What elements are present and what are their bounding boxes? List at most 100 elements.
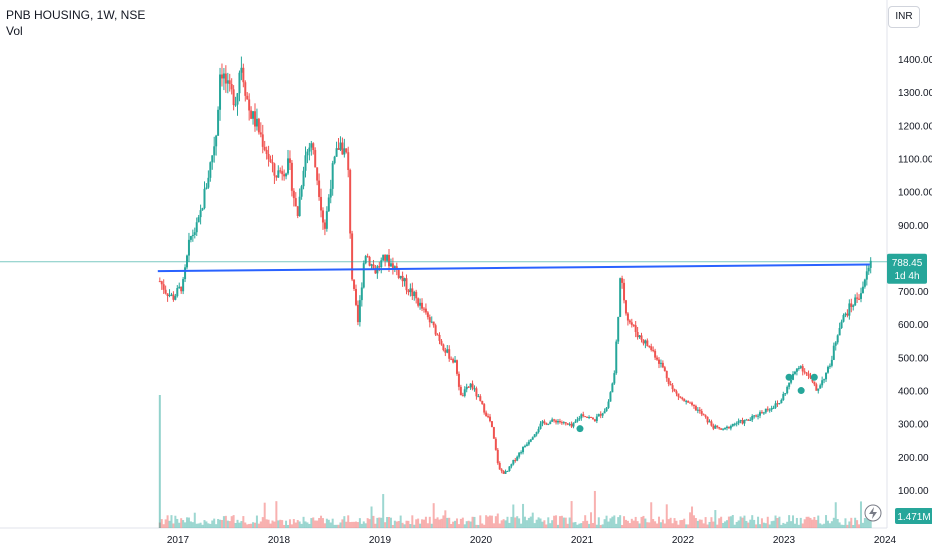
candle-body: [428, 317, 431, 323]
candle-body: [545, 422, 548, 425]
candle-body: [261, 134, 264, 147]
volume-bar: [238, 522, 241, 528]
candle-body: [743, 420, 746, 424]
candle-body: [345, 148, 348, 153]
volume-bar: [450, 523, 453, 528]
volume-bar: [617, 517, 620, 528]
candle-body: [242, 67, 245, 83]
candle-body: [687, 401, 690, 403]
volume-bar: [706, 524, 709, 528]
candle-body: [213, 146, 216, 156]
volume-bar: [591, 522, 594, 528]
volume-bar: [203, 520, 206, 528]
candle-body: [708, 421, 711, 423]
volume-bar: [366, 518, 369, 528]
candle-body: [191, 234, 194, 237]
volume-bar: [401, 522, 404, 528]
volume-bar: [646, 522, 649, 528]
candle-body: [689, 402, 692, 404]
candle-body: [770, 408, 773, 410]
volume-bar: [714, 510, 717, 528]
candle-body: [671, 385, 674, 390]
volume-bar: [531, 512, 534, 528]
volume-bar: [255, 515, 258, 528]
candle-body: [469, 383, 472, 388]
volume-bar: [586, 520, 589, 528]
volume-bar: [786, 521, 789, 528]
volume-bar: [611, 516, 614, 528]
trendline[interactable]: [157, 263, 870, 273]
currency-button[interactable]: INR: [888, 6, 920, 28]
volume-bar: [826, 520, 829, 528]
candle-body: [700, 411, 703, 415]
volume-bar: [772, 520, 775, 528]
candle-body: [867, 267, 870, 272]
candle-body: [675, 391, 678, 394]
candle-body: [487, 416, 490, 418]
volume-bar: [506, 516, 509, 528]
volume-bar: [749, 519, 752, 528]
volume-bar: [170, 515, 173, 528]
candle-body: [353, 279, 356, 289]
volume-bar: [205, 521, 208, 528]
volume-bar: [545, 524, 548, 528]
volume-bar: [793, 523, 796, 528]
y-tick-label: 500.00: [898, 353, 929, 364]
volume-bar: [292, 519, 295, 528]
candle-body: [320, 196, 323, 211]
candle-body: [370, 264, 373, 266]
volume-bar: [347, 515, 350, 528]
candle-body: [764, 408, 767, 413]
volume-bar: [848, 521, 851, 528]
volume-bar: [780, 524, 783, 528]
candle-body: [836, 335, 839, 343]
volume-tag: [895, 508, 932, 524]
candle-body: [228, 80, 231, 85]
candle-body: [257, 118, 260, 133]
volume-bar: [797, 524, 800, 528]
candle-body: [388, 254, 391, 267]
volume-bar: [603, 519, 606, 528]
candle-body: [782, 394, 785, 401]
volume-bar: [459, 518, 462, 528]
candle-body: [386, 254, 389, 261]
volume-bar: [471, 516, 474, 528]
volume-bar: [419, 523, 422, 528]
volume-bar: [421, 519, 424, 528]
candle-body: [780, 400, 783, 404]
volume-bar: [683, 518, 686, 528]
candle-body: [547, 423, 550, 425]
volume-bar: [729, 516, 732, 528]
candle-body: [795, 368, 798, 372]
candle-body: [539, 423, 542, 429]
volume-bar: [667, 519, 670, 528]
candle-body: [333, 156, 336, 164]
candle-body: [193, 232, 196, 235]
volume-indicator-label[interactable]: Vol: [6, 24, 23, 38]
candle-body: [634, 325, 637, 332]
volume-bar: [411, 515, 414, 528]
candle-body: [457, 373, 460, 387]
volume-bar: [215, 524, 218, 528]
candle-body: [623, 282, 626, 301]
candle-body: [865, 271, 868, 280]
volume-bar: [605, 515, 608, 528]
candle-body: [776, 403, 779, 405]
candle-body: [432, 321, 435, 326]
volume-bar: [859, 501, 862, 528]
candle-body: [391, 263, 394, 270]
candle-body: [339, 142, 342, 150]
candle-body: [312, 143, 315, 151]
candle-body: [434, 325, 437, 335]
volume-bar: [487, 516, 490, 528]
candle-body: [656, 357, 659, 360]
volume-bar: [626, 520, 629, 528]
candle-body: [788, 382, 791, 387]
volume-bar: [413, 524, 416, 528]
volume-bar: [485, 515, 488, 528]
candle-body: [481, 400, 484, 405]
candle-body: [712, 425, 715, 429]
candle-body: [335, 148, 338, 157]
candle-body: [731, 423, 734, 427]
